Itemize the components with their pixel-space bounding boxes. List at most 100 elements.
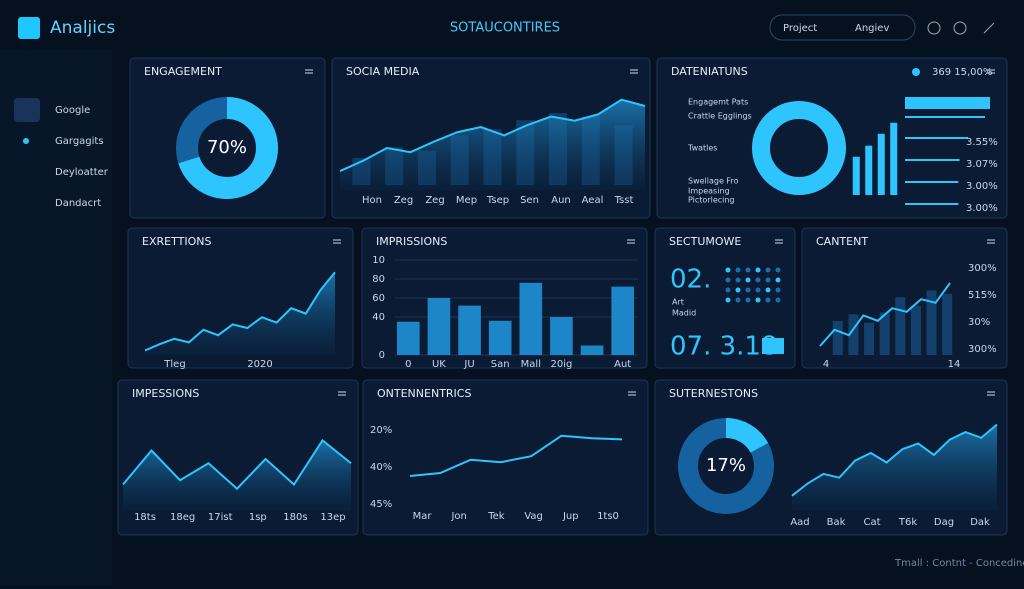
dot	[755, 267, 761, 273]
panel	[129, 57, 326, 219]
panel-title: CANTENT	[816, 235, 868, 248]
search-box[interactable]	[769, 14, 916, 41]
y-tick-label: 60	[372, 293, 385, 304]
x-label: Dag	[934, 517, 954, 528]
bar	[865, 145, 873, 195]
search-item[interactable]: Project	[783, 23, 817, 34]
x-label: 180s	[283, 512, 307, 523]
line	[819, 282, 951, 347]
x-label: JU	[463, 359, 474, 370]
sub: Madid	[672, 309, 696, 318]
x-label: 18eg	[170, 512, 195, 523]
top-bar	[905, 97, 990, 109]
bar	[458, 305, 481, 355]
search-item[interactable]: Angiev	[855, 23, 889, 34]
dot	[775, 287, 781, 293]
line	[791, 423, 998, 497]
panel	[362, 379, 649, 536]
x-label: Tek	[487, 511, 505, 522]
panel-title: ONTENNENTRICS	[377, 387, 471, 400]
menu-icon	[987, 391, 995, 396]
bar	[832, 321, 843, 355]
hbar-label: 3.55%	[966, 137, 998, 148]
sidebar-item[interactable]: Dandacrt	[55, 198, 101, 209]
donut-arc	[678, 418, 774, 514]
x-label: 13ep	[320, 512, 345, 523]
bar	[611, 286, 634, 355]
menu-icon	[338, 391, 346, 396]
x-label: Aun	[551, 195, 571, 206]
y-tick-label: 40	[372, 312, 385, 323]
dot	[745, 277, 751, 283]
x-label: Bak	[827, 517, 846, 528]
dot	[755, 297, 761, 303]
y-label: 45%	[370, 499, 392, 510]
hbar	[905, 203, 959, 205]
list-item: Impeasing	[688, 187, 730, 196]
dot	[765, 297, 771, 303]
dot	[725, 287, 731, 293]
at-icon[interactable]	[953, 21, 967, 35]
dot	[735, 277, 741, 283]
list-item: Twatles	[687, 144, 717, 153]
bar	[848, 314, 859, 355]
bar	[580, 345, 604, 355]
bar	[877, 133, 885, 195]
line	[144, 271, 336, 352]
bar	[397, 321, 420, 355]
panel-title: DATENIATUNS	[671, 65, 748, 78]
y-label: 40%	[370, 462, 392, 473]
x-label: Mall	[521, 359, 541, 370]
x-label: 17ist	[208, 512, 233, 523]
sidebar-item[interactable]: Gargagits	[55, 136, 104, 147]
sidebar-item[interactable]: Deyloatter	[55, 167, 109, 178]
dot	[755, 287, 761, 293]
sidebar-item[interactable]: Google	[55, 105, 90, 116]
menu-icon	[627, 239, 635, 244]
power-icon[interactable]	[927, 21, 941, 35]
menu-icon	[305, 69, 313, 74]
x-label: Tleg	[163, 359, 185, 370]
area	[340, 99, 645, 190]
donut-arc	[176, 97, 278, 199]
x-label: 1sp	[249, 512, 267, 523]
area	[792, 424, 997, 510]
x-label: Aut	[614, 359, 631, 370]
stat-icon	[912, 68, 920, 76]
y-tick-label: 10	[372, 255, 385, 266]
list-item: Swellage Fro	[688, 177, 739, 186]
dot	[745, 267, 751, 273]
menu-icon	[630, 69, 638, 74]
side-label: 300%	[968, 344, 997, 355]
bar	[942, 293, 953, 355]
x-label: 2020	[247, 359, 272, 370]
dot	[735, 287, 741, 293]
y-label: 20%	[370, 425, 392, 436]
page-title: SOTAUCONTIRES	[450, 21, 560, 36]
dot	[735, 297, 741, 303]
menu-icon	[628, 391, 636, 396]
side-label: 515%	[968, 290, 997, 301]
big-number: 02.	[670, 265, 711, 295]
dot	[745, 297, 751, 303]
bar	[890, 122, 898, 195]
x-label: Jon	[450, 511, 466, 522]
footer: Tmall : Contnt - Concedine	[894, 558, 1024, 569]
share-icon[interactable]	[983, 22, 995, 34]
dot	[765, 277, 771, 283]
x-label: Vag	[524, 511, 543, 522]
bar	[519, 282, 543, 355]
panel-title: IMPESSIONS	[132, 387, 199, 400]
hbar	[905, 159, 960, 161]
mail-icon	[762, 338, 784, 354]
x-label: Zeg	[425, 195, 444, 206]
logo-icon	[18, 17, 40, 39]
x-label: 1ts0	[597, 511, 619, 522]
x-label: Cat	[863, 517, 880, 528]
dot	[765, 267, 771, 273]
panel-title: ENGAGEMENT	[144, 65, 222, 78]
stat: 369 15,00%	[932, 67, 992, 78]
dot	[775, 277, 781, 283]
bar	[895, 297, 906, 355]
list-item: Pictorlecing	[688, 196, 735, 205]
